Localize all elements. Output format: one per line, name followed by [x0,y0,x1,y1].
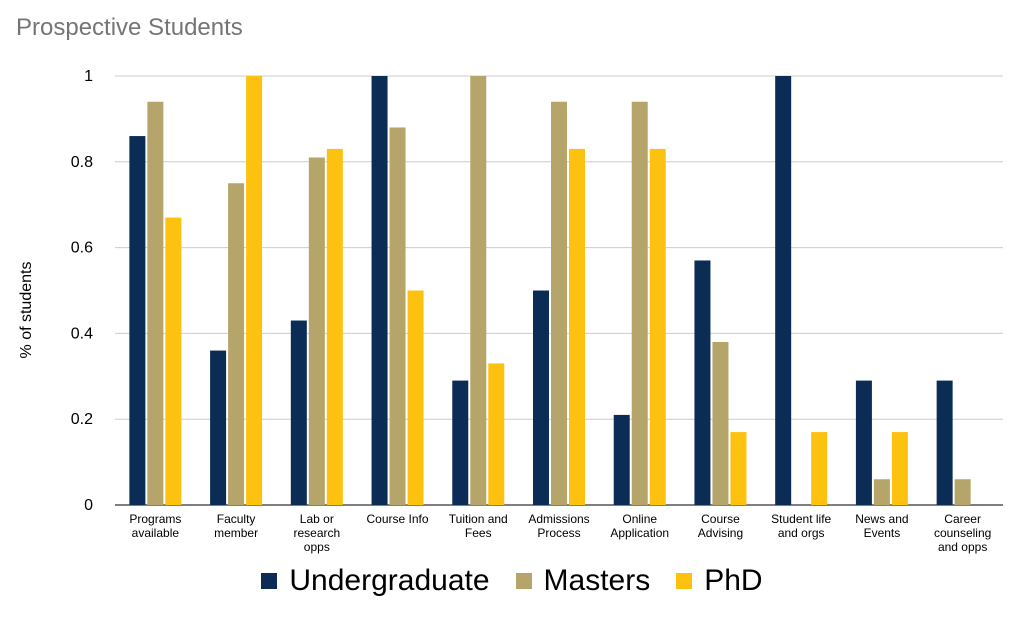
x-tick-label: Admissions [528,512,589,526]
bar-phd [569,148,585,505]
legend-label: Undergraduate [289,564,490,597]
bar-masters [631,101,648,506]
legend-item-masters: Masters [515,564,651,597]
bar-undergraduate [855,380,872,505]
x-tick-label: counseling [934,526,991,540]
bar-undergraduate [694,260,711,505]
bar-undergraduate [533,290,549,505]
bar-undergraduate [129,136,146,505]
bar-undergraduate [452,380,469,505]
legend: Undergraduate Masters PhD [0,566,1024,596]
y-tick-label: 0 [84,497,93,514]
x-tick-label: Programs [129,512,181,526]
chart-title: Prospective Students [16,14,243,41]
bar-undergraduate [775,76,792,505]
bar-masters [228,183,245,505]
x-tick-label: opps [304,540,330,554]
bar-phd [165,217,182,505]
x-tick-label: Course [701,512,740,526]
bar-undergraduate [290,320,307,505]
x-tick-label: Tuition and [449,512,508,526]
x-tick-label: Events [864,526,901,540]
bar-masters [470,76,487,505]
bar-phd [488,363,505,505]
x-tick-label: Online [622,512,657,526]
bar-undergraduate [613,414,630,505]
x-tick-label: Application [610,526,669,540]
bar-phd [891,432,908,505]
x-tick-label: Lab or [300,512,334,526]
legend-swatch [515,573,532,589]
bar-phd [407,290,424,505]
bar-phd [730,432,747,505]
y-axis-label: % of students [18,262,35,359]
x-tick-label: Student life [771,512,831,526]
bar-undergraduate [936,380,953,505]
y-tick-label: 1 [84,68,93,85]
y-tick-label: 0.8 [71,154,93,171]
legend-item-undergraduate: Undergraduate [261,564,490,597]
x-tick-label: Process [537,526,580,540]
x-tick-label: News and [855,512,908,526]
legend-swatch [261,573,278,589]
bar-masters [551,101,567,506]
x-tick-label: and opps [938,540,987,554]
y-tick-label: 0.6 [71,240,93,257]
bar-masters [308,157,325,505]
y-axis-ticks: 0 0.2 0.4 0.6 0.8 1 [71,68,93,514]
bar-phd [246,76,263,505]
bar-masters [873,479,890,505]
bar-phd [649,148,666,505]
x-tick-label: Fees [465,526,492,540]
legend-swatch [676,573,693,589]
x-tick-label: Career [944,512,981,526]
x-tick-label: Advising [698,526,743,540]
bars [129,76,971,506]
bar-undergraduate [371,76,388,505]
y-tick-label: 0.2 [71,411,93,428]
bar-masters [712,341,729,505]
bar-phd [811,432,828,505]
y-tick-label: 0.4 [71,325,93,342]
x-tick-label: Course Info [367,512,429,526]
legend-item-phd: PhD [676,564,763,597]
bar-masters [954,479,971,505]
bar-phd [326,148,343,505]
x-tick-label: Faculty [217,512,256,526]
x-tick-label: research [293,526,340,540]
bar-undergraduate [210,350,227,505]
x-tick-label: and orgs [778,526,825,540]
x-tick-label: member [214,526,258,540]
bar-masters [147,101,164,506]
legend-label: PhD [704,564,763,597]
x-tick-label: available [132,526,180,540]
bar-masters [389,127,406,505]
legend-label: Masters [543,564,651,597]
